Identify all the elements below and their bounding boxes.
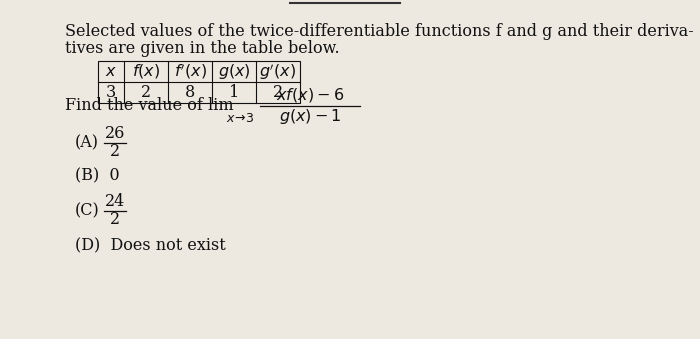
Text: 2: 2 bbox=[273, 84, 283, 101]
Text: (D)  Does not exist: (D) Does not exist bbox=[75, 238, 225, 255]
Text: $x\!\to\!3$: $x\!\to\!3$ bbox=[226, 112, 254, 124]
Text: Selected values of the twice-differentiable functions f and g and their deriva-: Selected values of the twice-differentia… bbox=[65, 23, 694, 40]
Text: 1: 1 bbox=[229, 84, 239, 101]
Text: 24: 24 bbox=[105, 194, 125, 211]
Text: (B)  0: (B) 0 bbox=[75, 167, 120, 184]
Text: 3: 3 bbox=[106, 84, 116, 101]
Text: $g'(x)$: $g'(x)$ bbox=[260, 61, 297, 82]
Text: 26: 26 bbox=[105, 125, 125, 142]
Text: $g(x)$: $g(x)$ bbox=[218, 62, 251, 81]
Text: $f(x)$: $f(x)$ bbox=[132, 62, 160, 80]
Text: 2: 2 bbox=[141, 84, 151, 101]
Text: tives are given in the table below.: tives are given in the table below. bbox=[65, 40, 340, 57]
Text: $x$: $x$ bbox=[105, 63, 117, 80]
Text: $g(x) - 1$: $g(x) - 1$ bbox=[279, 107, 342, 126]
Text: $f'(x)$: $f'(x)$ bbox=[174, 62, 206, 81]
Text: (C): (C) bbox=[75, 202, 99, 219]
Bar bbox=[98, 61, 300, 103]
Text: 8: 8 bbox=[185, 84, 195, 101]
Text: (A): (A) bbox=[75, 135, 99, 152]
Text: Find the value of lim: Find the value of lim bbox=[65, 98, 234, 115]
Text: 2: 2 bbox=[110, 212, 120, 228]
Text: 2: 2 bbox=[110, 143, 120, 160]
Text: $xf(x) - 6$: $xf(x) - 6$ bbox=[276, 86, 344, 104]
